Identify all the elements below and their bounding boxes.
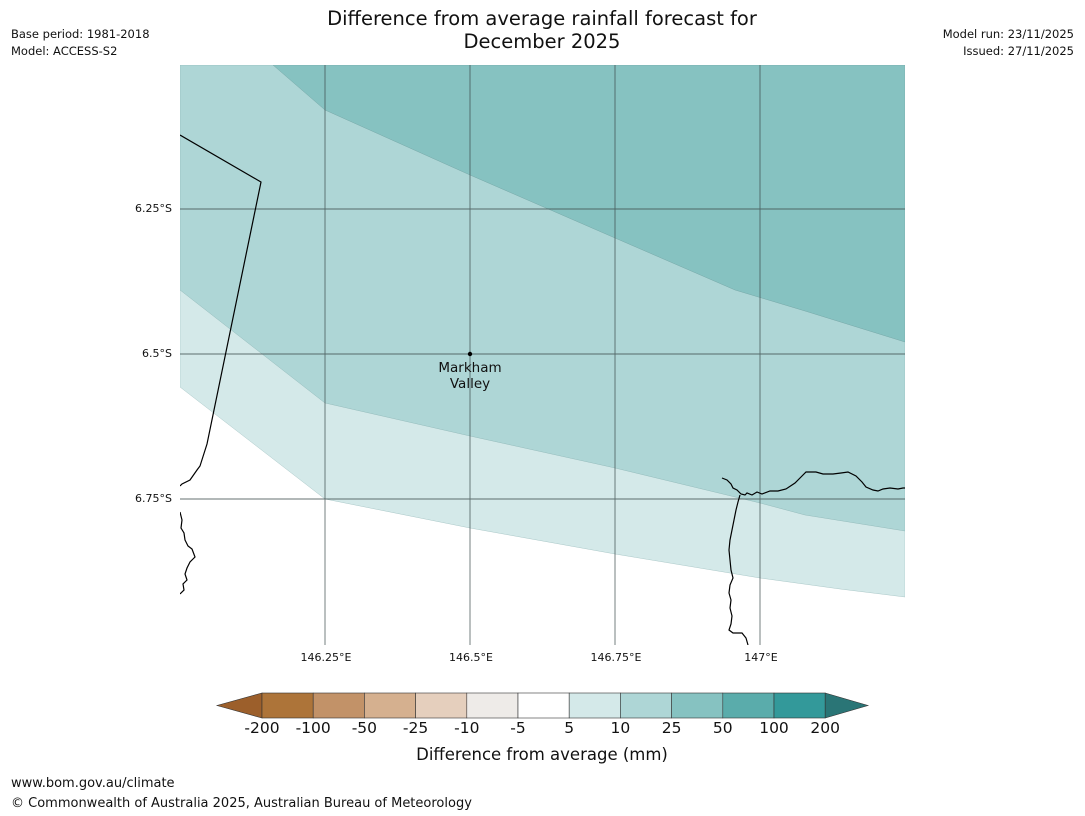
colorbar-tick-label: -50 — [351, 719, 378, 737]
metadata-left: Base period: 1981-2018 Model: ACCESS-S2 — [11, 26, 150, 60]
coastline-north — [721, 471, 905, 496]
colorbar-swatch — [261, 692, 314, 719]
footer-url: www.bom.gov.au/climate — [11, 776, 175, 791]
colorbar-swatch — [722, 692, 775, 719]
place-label-line-1: Markham — [438, 360, 502, 376]
colorbar-tick-label: 100 — [759, 719, 789, 737]
model-text: Model: ACCESS-S2 — [11, 44, 118, 58]
lon-label-146-5: 146.5°E — [449, 651, 493, 664]
zone-50-to-100 — [272, 65, 905, 343]
river-line — [728, 494, 749, 645]
colorbar-tick-label: 5 — [564, 719, 575, 737]
colorbar-swatch — [312, 692, 365, 719]
colorbar-swatch — [364, 692, 416, 719]
coastlines — [180, 134, 905, 645]
colorbar-swatch — [466, 692, 519, 719]
lon-label-146-75: 146.75°E — [590, 651, 642, 664]
colorbar-tick-label: -5 — [510, 719, 526, 737]
footer-copyright: © Commonwealth of Australia 2025, Austra… — [11, 796, 472, 811]
issued-text: Issued: 27/11/2025 — [963, 44, 1074, 58]
metadata-right: Model run: 23/11/2025 Issued: 27/11/2025 — [943, 26, 1074, 60]
colorbar-swatch — [671, 692, 724, 719]
colorbar-tick-label: -200 — [244, 719, 280, 737]
model-run-text: Model run: 23/11/2025 — [942, 27, 1074, 41]
lat-label-6-25: 6.25°S — [135, 202, 172, 215]
colorbar-tick-label: -25 — [402, 719, 429, 737]
colorbar-tick-label: 25 — [661, 719, 682, 737]
colorbar-swatch — [415, 692, 468, 719]
colorbar-title: Difference from average (mm) — [416, 745, 668, 764]
colorbar-tick-label: -100 — [295, 719, 331, 737]
colorbar-extend-high — [824, 692, 870, 719]
markham-valley-marker-icon — [467, 351, 473, 357]
colorbar — [215, 692, 870, 719]
colorbar-tick-label: 10 — [610, 719, 631, 737]
colorbar-swatch — [620, 692, 672, 719]
page-title: Difference from average rainfall forecas… — [242, 7, 842, 53]
coastline-west — [180, 511, 196, 595]
title-line-2: December 2025 — [463, 30, 621, 53]
colorbar-swatch — [517, 692, 570, 719]
colorbar-extend-low — [215, 692, 263, 719]
graticule — [180, 65, 905, 645]
lat-label-6-5: 6.5°S — [142, 347, 172, 360]
place-label-markham-valley: Markham Valley — [410, 360, 530, 392]
boundary-line — [180, 134, 262, 487]
map-area — [180, 65, 905, 645]
colorbar-tick-label: 200 — [810, 719, 840, 737]
lon-label-146-25: 146.25°E — [300, 651, 352, 664]
title-line-1: Difference from average rainfall forecas… — [327, 7, 757, 30]
colorbar-swatch — [568, 692, 621, 719]
colorbar-swatch — [773, 692, 826, 719]
base-period-text: Base period: 1981-2018 — [11, 27, 150, 41]
footer: www.bom.gov.au/climate © Commonwealth of… — [11, 774, 472, 814]
colorbar-tick-label: 50 — [712, 719, 733, 737]
place-label-line-2: Valley — [449, 376, 491, 392]
lat-label-6-75: 6.75°S — [135, 492, 172, 505]
lon-label-147: 147°E — [744, 651, 778, 664]
colorbar-tick-label: -10 — [454, 719, 480, 737]
